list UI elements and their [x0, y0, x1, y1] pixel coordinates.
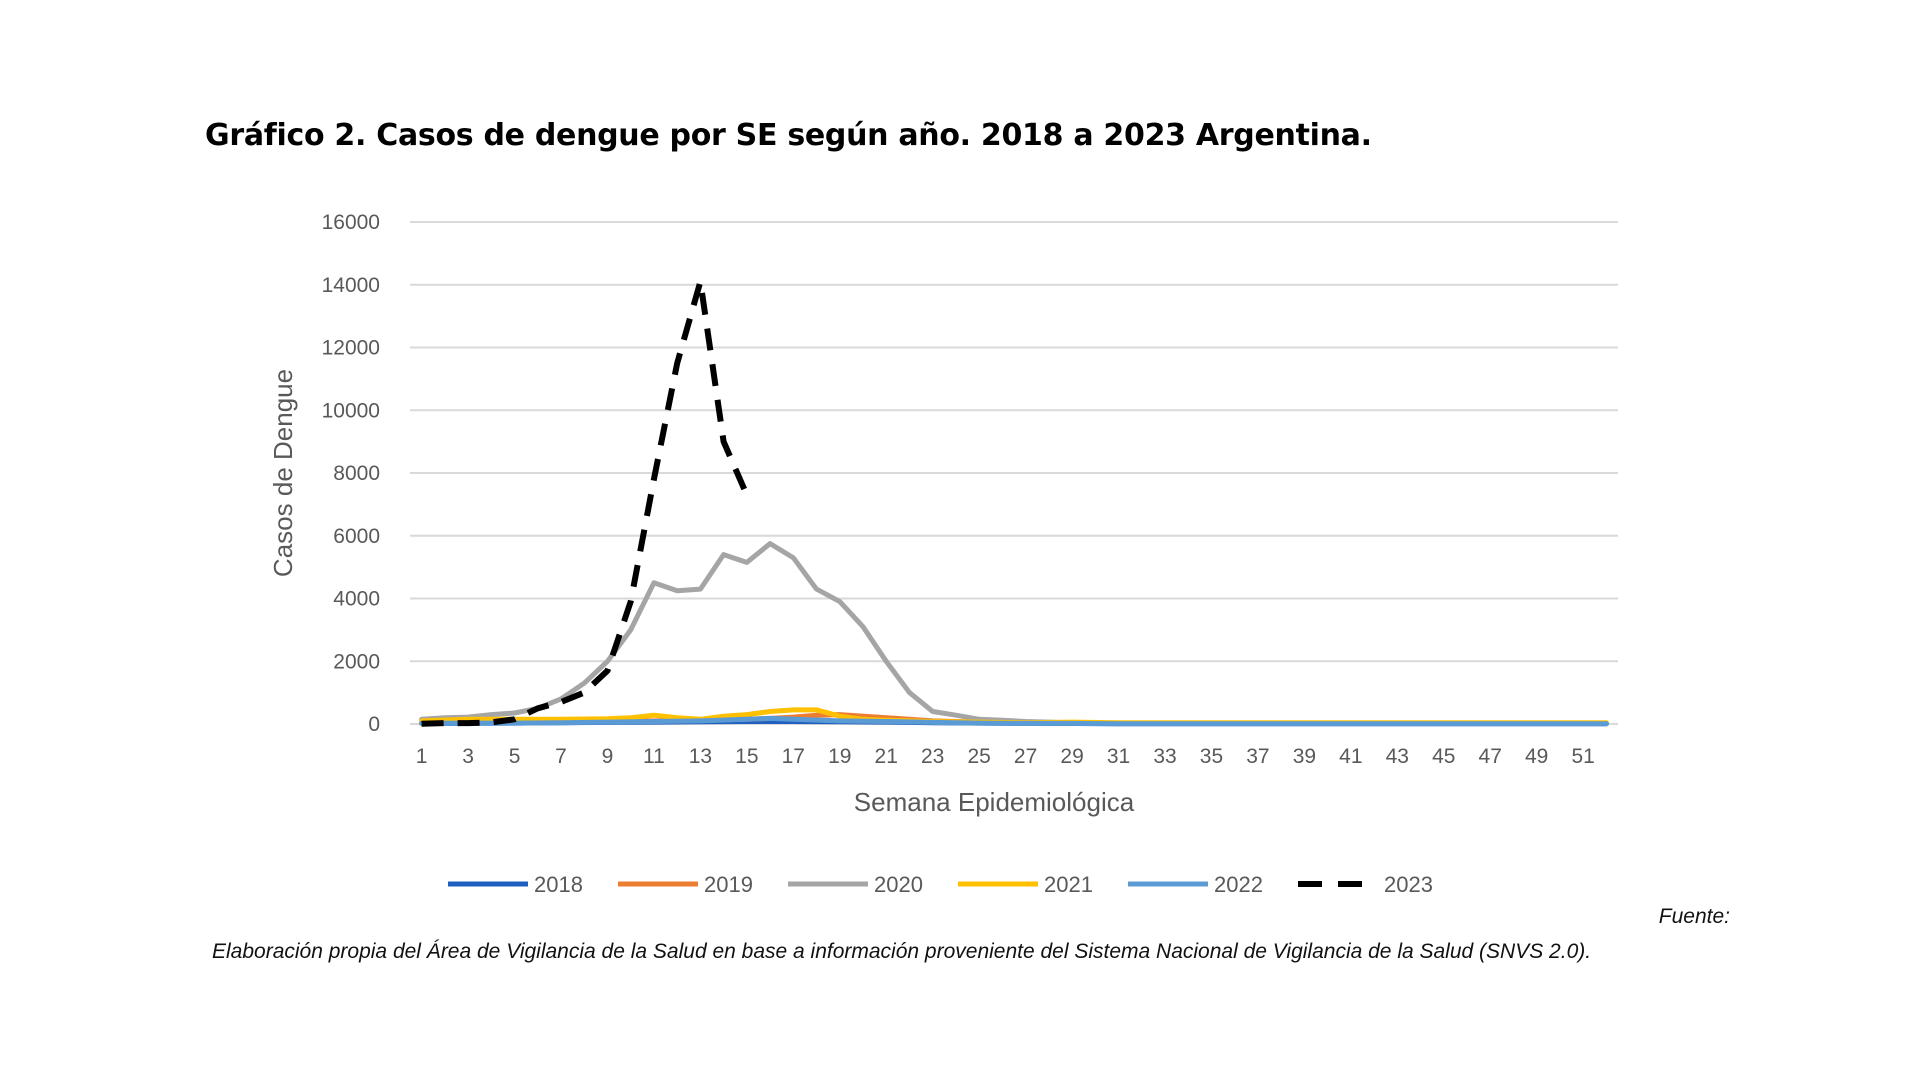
y-tick-label: 10000: [322, 399, 380, 422]
y-tick-label: 2000: [333, 650, 380, 673]
legend-item-2023: 2023: [1298, 872, 1433, 897]
legend-item-2018: 2018: [448, 872, 583, 897]
y-tick-label: 6000: [333, 525, 380, 548]
x-tick-label: 5: [509, 745, 521, 768]
legend-item-2022: 2022: [1128, 872, 1263, 897]
x-tick-label: 45: [1432, 745, 1455, 768]
x-tick-label: 9: [602, 745, 614, 768]
legend: 2018 2019 2020 2021 2022 2023: [448, 872, 1433, 897]
x-tick-label: 17: [782, 745, 805, 768]
x-tick-label: 3: [462, 745, 474, 768]
x-tick-label: 1: [416, 745, 428, 768]
series-line-2022: [419, 715, 1609, 727]
x-tick-label: 49: [1525, 745, 1548, 768]
x-tick-label: 47: [1479, 745, 1502, 768]
y-axis-label: Casos de Dengue: [268, 369, 298, 577]
x-tick-label: 31: [1107, 745, 1130, 768]
x-tick-label: 21: [875, 745, 898, 768]
x-axis-ticks: 1 3 5 7 9 11 13 15 17 19 21 23 25 27 29 31 33 35 37 39 41 43 4…: [416, 745, 1595, 768]
y-tick-label: 12000: [322, 337, 380, 360]
y-axis-ticks: 0 2000 4000 6000 8000 10000 12000 14000 16000: [322, 211, 380, 736]
x-axis-label: Semana Epidemiológica: [854, 787, 1135, 817]
series-lines: [419, 278, 1609, 727]
grid-lines: [410, 221, 1618, 663]
legend-label: 2021: [1044, 872, 1093, 897]
x-tick-label: 43: [1386, 745, 1409, 768]
x-tick-label: 11: [643, 745, 665, 768]
x-tick-label: 19: [828, 745, 851, 768]
y-tick-label: 14000: [322, 274, 380, 297]
x-tick-label: 27: [1014, 745, 1037, 768]
source-text: Elaboración propia del Área de Vigilanci…: [212, 940, 1592, 963]
legend-item-2019: 2019: [618, 872, 753, 897]
x-tick-label: 41: [1339, 745, 1362, 768]
x-tick-label: 29: [1060, 745, 1083, 768]
x-tick-label: 23: [921, 745, 944, 768]
legend-item-2020: 2020: [788, 872, 923, 897]
legend-item-2021: 2021: [958, 872, 1093, 897]
x-tick-label: 37: [1246, 745, 1269, 768]
x-tick-label: 35: [1200, 745, 1223, 768]
x-tick-label: 7: [555, 745, 567, 768]
y-tick-label: 0: [368, 713, 380, 736]
x-tick-label: 33: [1153, 745, 1176, 768]
x-tick-label: 51: [1571, 745, 1594, 768]
legend-label: 2020: [874, 872, 923, 897]
series-line-2023: [421, 278, 750, 727]
x-tick-label: 15: [735, 745, 758, 768]
x-tick-label: 39: [1293, 745, 1316, 768]
y-tick-label: 4000: [333, 588, 380, 611]
y-tick-label: 8000: [333, 462, 380, 485]
x-tick-label: 25: [967, 745, 990, 768]
legend-label: 2022: [1214, 872, 1263, 897]
source-label: Fuente:: [1658, 905, 1730, 928]
series-line-2020: [419, 541, 1609, 726]
legend-label: 2019: [704, 872, 753, 897]
y-tick-label: 16000: [322, 211, 380, 234]
x-tick-label: 13: [689, 745, 712, 768]
legend-label: 2023: [1384, 872, 1433, 897]
chart-title: Gráfico 2. Casos de dengue por SE según …: [205, 118, 1372, 153]
legend-label: 2018: [534, 872, 583, 897]
